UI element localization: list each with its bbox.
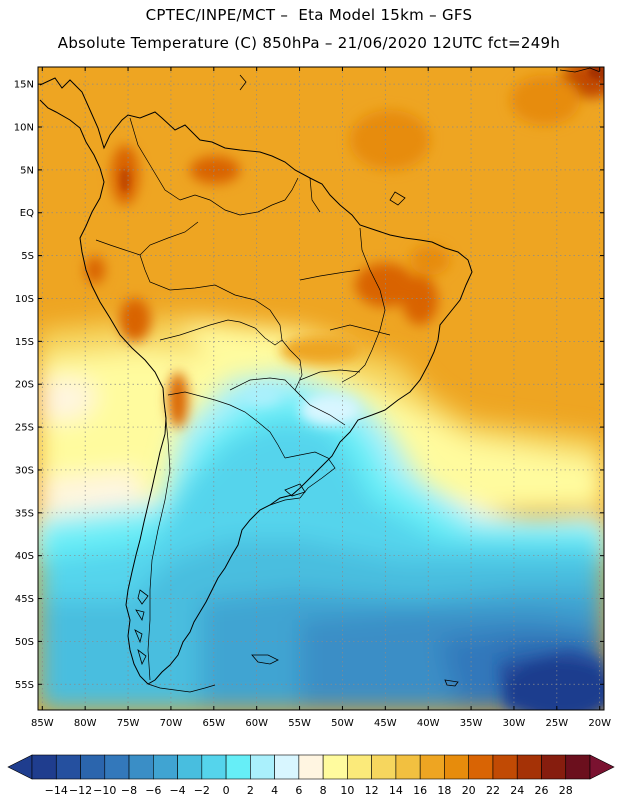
colorbar-swatch [492,754,518,780]
colorbar-label: 12 [365,784,379,797]
colorbar-swatch [128,754,154,780]
colorbar-swatch [468,754,494,780]
lat-label: 30S [15,465,34,476]
lon-label: 30W [503,718,526,729]
colorbar-label: 28 [559,784,573,797]
lat-label: 50S [15,637,34,648]
colorbar-label: 24 [510,784,524,797]
lon-label: 75W [117,718,140,729]
lat-label: 15N [14,80,34,91]
colorbar-label: −14 [45,784,68,797]
colorbar-swatch [395,754,421,780]
temperature-field [38,67,604,710]
lat-label: 10S [15,294,34,305]
colorbar-label: 2 [247,784,254,797]
colorbar-label: 16 [413,784,427,797]
colorbar-swatch [250,754,275,780]
colorbar-swatch [31,754,57,780]
lon-label: 50W [331,718,354,729]
colorbar-arrow-low [7,754,33,780]
lat-label: 20S [15,380,34,391]
lon-label: 65W [202,718,225,729]
lat-label: EQ [20,208,34,219]
colorbar-swatch [225,754,251,780]
latitude-axis: 15N 10N 5N EQ 5S 10S 15S 20S 25S 30S 35S 40S 45S 50S 5… [14,80,604,691]
longitude-axis: 85W 80W 75W 70W 65W 60W 55W 50W 45W 40W 35W 30W 25W 2… [31,67,611,729]
coastlines [39,67,601,693]
lon-label: 20W [588,718,611,729]
lon-label: 70W [160,718,183,729]
colorbar-swatch [322,754,348,780]
lon-label: 60W [245,718,268,729]
lon-label: 55W [288,718,311,729]
plot-frame [37,66,605,711]
lat-label: 45S [15,594,34,605]
map-subtitle: Absolute Temperature (C) 850hPa – 21/06/… [57,34,561,52]
colorbar-swatch [371,754,397,780]
colorbar-swatch [347,754,372,780]
colorbar-label: −12 [69,784,92,797]
lat-label: 10N [14,123,34,134]
colorbar-label: 10 [340,784,354,797]
colorbar-label: 18 [437,784,451,797]
colorbar-swatch [55,754,81,780]
colorbar-swatch [565,754,591,780]
lon-label: 35W [460,718,483,729]
lon-label: 85W [31,718,54,729]
colorbar-label: −8 [121,784,137,797]
lat-label: 5N [20,165,34,176]
colorbar-swatch [80,754,106,780]
colorbar-label: 6 [295,784,302,797]
map-title: CPTEC/INPE/MCT – Eta Model 15km – GFS [145,6,473,24]
colorbar-label: −10 [93,784,116,797]
colorbar-label: 26 [534,784,548,797]
colorbar-swatch [444,754,469,780]
colorbar-label: −2 [194,784,210,797]
lat-label: 5S [21,251,34,262]
lon-label: 40W [417,718,440,729]
colorbar-swatch [177,754,203,780]
lon-label: 25W [546,718,569,729]
political-borders [95,117,391,681]
colorbar-label: −4 [169,784,185,797]
lat-label: 55S [15,680,34,691]
colorbar-label: −6 [145,784,161,797]
colorbar-label: 22 [486,784,500,797]
colorbar-label: 14 [389,784,403,797]
colorbar-swatch [419,754,445,780]
colorbar: −14 −12 −10 −8 −6 −4 −2 0 2 4 6 8 10 12 14 16 18 20 22 24 26… [7,754,615,797]
colorbar-swatch [104,754,130,780]
lat-label: 25S [15,423,34,434]
colorbar-arrow-high [589,754,615,780]
colorbar-swatch [153,754,178,780]
colorbar-swatch [541,754,567,780]
colorbar-label: 8 [320,784,327,797]
lat-label: 15S [15,337,34,348]
graticule [38,67,604,710]
lon-label: 80W [74,718,97,729]
lat-label: 35S [15,508,34,519]
lat-label: 40S [15,551,34,562]
colorbar-swatch [516,754,542,780]
colorbar-swatch [298,754,324,780]
colorbar-swatch [274,754,300,780]
colorbar-label: 20 [462,784,476,797]
colorbar-label: 0 [223,784,230,797]
lon-label: 45W [374,718,397,729]
colorbar-swatch [201,754,227,780]
colorbar-label: 4 [271,784,278,797]
